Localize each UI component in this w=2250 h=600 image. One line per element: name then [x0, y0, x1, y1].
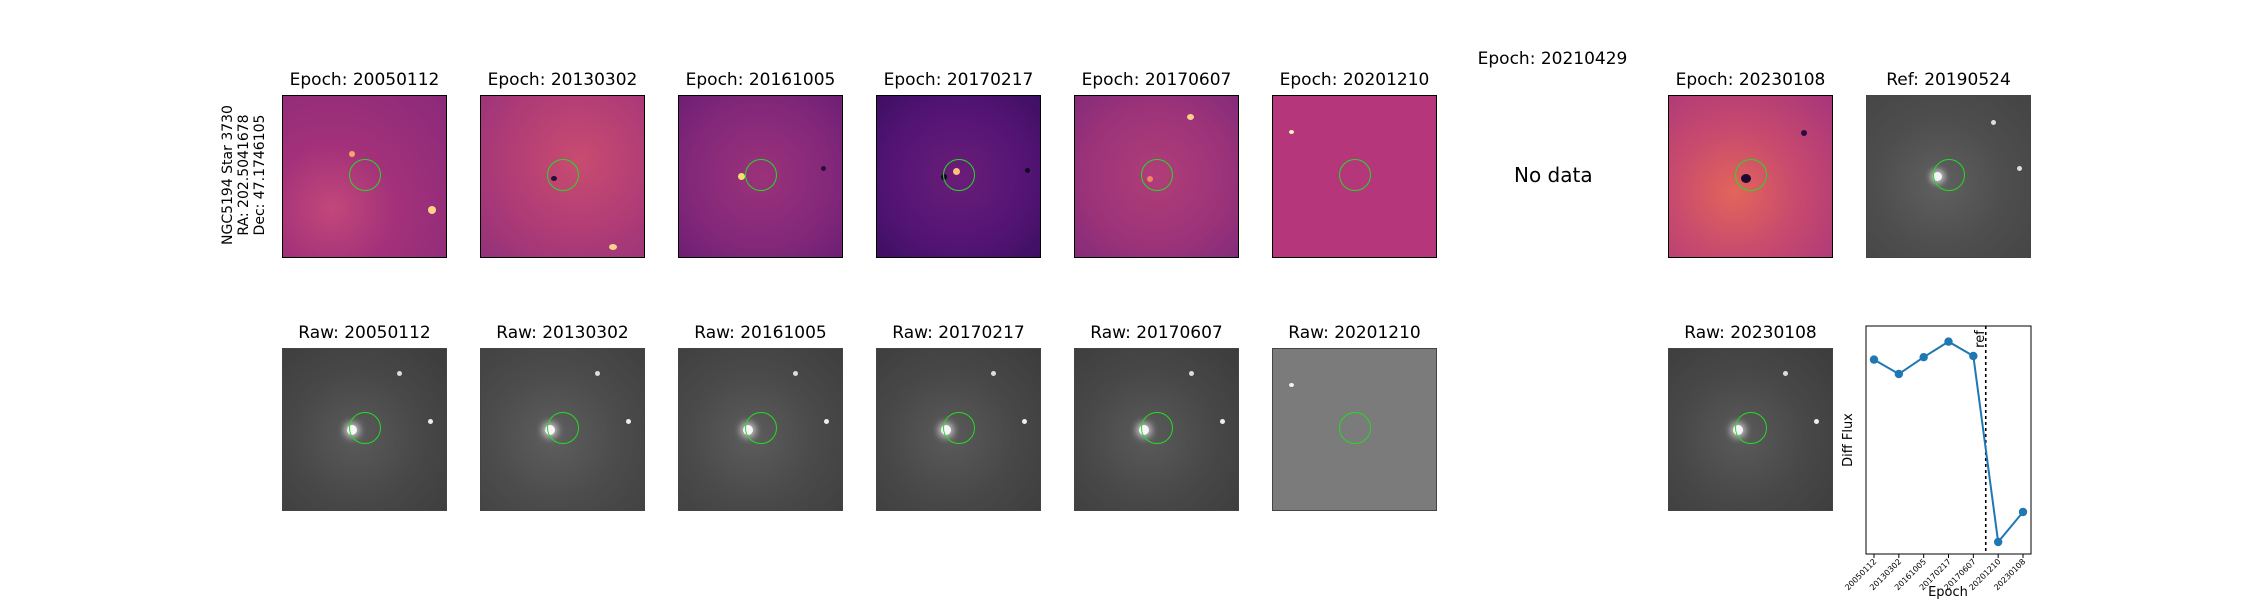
- raw-title-7: Raw: 20230108: [1684, 323, 1817, 343]
- raw-image-1: [282, 348, 447, 511]
- raw-title-4: Raw: 20170217: [892, 323, 1025, 343]
- target-circle: [1339, 159, 1371, 191]
- target-circle: [349, 412, 381, 444]
- ref-title: Ref: 20190524: [1886, 70, 2011, 90]
- raw-title-6: Raw: 20201210: [1288, 323, 1421, 343]
- target-circle: [1735, 412, 1767, 444]
- target-circle: [1339, 412, 1371, 444]
- diff-title-4: Epoch: 20170217: [883, 70, 1034, 90]
- y-axis-label: Diff Flux: [1841, 413, 1856, 467]
- star-ra: RA: 202.5041678: [236, 114, 252, 236]
- raw-image-4: [876, 348, 1041, 511]
- target-circle: [745, 412, 777, 444]
- diff-title-3: Epoch: 20161005: [685, 70, 836, 90]
- diff-title-8: Epoch: 20230108: [1675, 70, 1826, 90]
- star-identifier-label: NGC5194 Star 3730 RA: 202.5041678 Dec: 4…: [220, 105, 268, 245]
- data-point-20050112: [1869, 355, 1879, 364]
- star-dec: Dec: 47.1746105: [252, 114, 268, 236]
- target-circle: [943, 159, 975, 191]
- no-data-text: No data: [1514, 163, 1593, 187]
- diff-title-7: Epoch: 20210429: [1477, 49, 1628, 69]
- ref-label: ref: [1973, 330, 1988, 348]
- raw-image-3: [678, 348, 843, 511]
- target-circle: [547, 159, 579, 191]
- diff-image-2: [480, 95, 645, 258]
- data-point-20170607: [1969, 351, 1978, 361]
- star-name: NGC5194 Star 3730: [220, 105, 236, 245]
- diff-image-1: [282, 95, 447, 258]
- target-circle: [547, 412, 579, 444]
- raw-image-5: [1074, 348, 1239, 511]
- raw-title-1: Raw: 20050112: [298, 323, 431, 343]
- raw-image-7: [1668, 348, 1833, 511]
- raw-title-2: Raw: 20130302: [496, 323, 629, 343]
- data-point-20170217: [1944, 337, 1953, 346]
- target-circle: [1141, 412, 1173, 444]
- target-circle: [745, 159, 777, 191]
- diff-title-1: Epoch: 20050112: [289, 70, 440, 90]
- diff-image-5: [1074, 95, 1239, 258]
- chart-frame: [1865, 325, 2032, 555]
- raw-image-6: [1272, 348, 1437, 511]
- light-curve-chart: ref 200501122013030220161005201702172017…: [1841, 325, 2032, 600]
- x-axis-label: Epoch: [1928, 585, 1968, 600]
- target-circle: [1933, 159, 1965, 191]
- data-point-20161005: [1919, 353, 1928, 362]
- diff-image-3: [678, 95, 843, 258]
- raw-title-3: Raw: 20161005: [694, 323, 827, 343]
- diff-title-6: Epoch: 20201210: [1279, 70, 1430, 90]
- target-circle: [349, 159, 381, 191]
- reference-image: [1866, 95, 2031, 258]
- diff-title-5: Epoch: 20170607: [1081, 70, 1232, 90]
- target-circle: [943, 412, 975, 444]
- diff-image-8: [1668, 95, 1833, 258]
- diff-title-2: Epoch: 20130302: [487, 70, 638, 90]
- target-circle: [1141, 159, 1173, 191]
- diff-image-6: [1272, 95, 1437, 258]
- data-point-20201210: [1993, 537, 2003, 547]
- diff-image-4: [876, 95, 1041, 258]
- target-circle: [1735, 159, 1767, 191]
- raw-image-2: [480, 348, 645, 511]
- data-point-20130302: [1894, 369, 1904, 379]
- raw-title-5: Raw: 20170607: [1090, 323, 1223, 343]
- data-point-20230108: [2018, 507, 2028, 517]
